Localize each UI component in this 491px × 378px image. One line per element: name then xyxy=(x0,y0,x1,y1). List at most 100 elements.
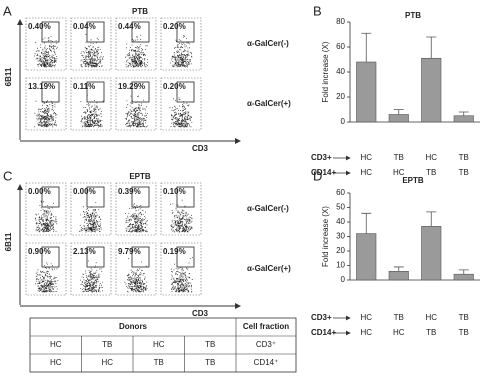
bar xyxy=(356,61,377,123)
gate-percent: 0.90% xyxy=(28,247,51,256)
dot-cloud xyxy=(79,202,102,233)
x-tick-label: HC xyxy=(360,328,372,337)
row-label: α-GalCer(+) xyxy=(247,264,291,273)
x-tick-label: HC xyxy=(360,313,372,322)
y-tick-label: 40 xyxy=(336,67,345,76)
error-bar xyxy=(426,211,437,227)
gate xyxy=(131,186,150,208)
table-cell: TB xyxy=(102,340,112,349)
error-bar xyxy=(458,269,469,275)
error-bar xyxy=(361,32,372,62)
gate-percent: 0.00% xyxy=(73,187,96,196)
y-tick-label: 60 xyxy=(336,42,345,51)
dot-cloud xyxy=(169,97,193,128)
y-axis-label: 6B11 xyxy=(4,232,13,251)
gate-percent: 0.10% xyxy=(163,187,186,196)
row-label: α-GalCer(+) xyxy=(247,99,291,108)
error-bar xyxy=(393,266,404,272)
y-tick-label: 50 xyxy=(336,203,345,212)
dot-cloud xyxy=(34,36,58,68)
bar xyxy=(388,270,409,281)
error-bar xyxy=(393,109,404,115)
x-tick-label: TB xyxy=(394,313,404,322)
dot-cloud xyxy=(35,200,58,233)
error-bar xyxy=(458,111,469,116)
panel-letter: D xyxy=(313,168,322,183)
gate xyxy=(86,81,105,103)
bar xyxy=(421,57,442,123)
x-axis-label: CD3 xyxy=(192,309,209,318)
table-cell: HC xyxy=(50,358,62,367)
gate xyxy=(176,246,195,268)
table-cell: HC xyxy=(50,340,62,349)
y-tick-label: 20 xyxy=(336,246,345,255)
gate xyxy=(131,246,150,268)
gate-percent: 9.79% xyxy=(118,247,141,256)
gate xyxy=(176,21,195,43)
category-row-name: CD3+ xyxy=(311,153,332,162)
dot-cloud xyxy=(124,258,148,293)
x-tick-label: HC xyxy=(393,328,405,337)
bar xyxy=(421,226,442,281)
gate-percent: 0.20% xyxy=(163,22,186,31)
gate-percent: 0.00% xyxy=(28,187,51,196)
panel-title: PTB xyxy=(132,7,148,16)
table-cell: CD3⁺ xyxy=(256,340,276,349)
chart-title: EPTB xyxy=(402,176,424,185)
dot-cloud xyxy=(80,94,104,128)
gate xyxy=(86,21,105,43)
x-tick-label: TB xyxy=(426,168,436,177)
bar xyxy=(453,273,474,281)
gate-percent: 0.04% xyxy=(73,22,96,31)
y-tick-label: 80 xyxy=(336,17,345,26)
y-tick-label: 60 xyxy=(336,188,345,197)
y-axis-label: 6B11 xyxy=(4,67,13,86)
category-row-name: CD3+ xyxy=(311,313,332,322)
gate xyxy=(86,246,105,268)
gate-percent: 0.20% xyxy=(163,82,186,91)
panel-letter: C xyxy=(3,168,12,183)
y-tick-label: 30 xyxy=(336,232,345,241)
dot-cloud xyxy=(35,262,59,293)
table-cell: HC xyxy=(101,358,113,367)
bar xyxy=(356,233,377,281)
x-tick-label: TB xyxy=(426,328,436,337)
table-header: Cell fraction xyxy=(243,322,289,331)
y-tick-label: 10 xyxy=(336,261,345,270)
gate xyxy=(41,81,60,103)
panel-letter: A xyxy=(3,3,12,18)
x-tick-label: TB xyxy=(459,168,469,177)
x-tick-label: HC xyxy=(360,153,372,162)
gate-percent: 19.29% xyxy=(118,82,145,91)
category-row-name: CD14+ xyxy=(311,168,336,177)
gate-percent: 0.39% xyxy=(118,187,141,196)
y-axis-label: Fold increase (X) xyxy=(321,41,330,102)
y-tick-label: 0 xyxy=(341,275,346,284)
table-frame xyxy=(29,317,297,373)
row-label: α-GalCer(-) xyxy=(247,204,289,213)
gate xyxy=(176,81,195,103)
dot-cloud xyxy=(125,203,148,233)
gate xyxy=(41,21,60,43)
dot-cloud xyxy=(125,34,148,68)
dot-cloud xyxy=(79,34,104,68)
table-cell: TB xyxy=(154,358,164,367)
gate xyxy=(41,246,60,268)
gate xyxy=(176,186,195,208)
table-cell: TB xyxy=(205,340,215,349)
chart-title: PTB xyxy=(405,11,421,20)
gate xyxy=(86,186,105,208)
table-cell: TB xyxy=(205,358,215,367)
table-header: Donors xyxy=(119,322,148,331)
category-row-name: CD14+ xyxy=(311,328,336,337)
x-tick-label: TB xyxy=(394,153,404,162)
gate xyxy=(131,81,150,103)
dot-cloud xyxy=(170,257,193,293)
gate-percent: 0.11% xyxy=(73,82,95,91)
x-tick-label: TB xyxy=(459,328,469,337)
gate-percent: 0.44% xyxy=(118,22,141,31)
dot-cloud xyxy=(170,199,193,233)
x-tick-label: TB xyxy=(459,153,469,162)
y-axis-label: Fold increase (X) xyxy=(321,206,330,267)
